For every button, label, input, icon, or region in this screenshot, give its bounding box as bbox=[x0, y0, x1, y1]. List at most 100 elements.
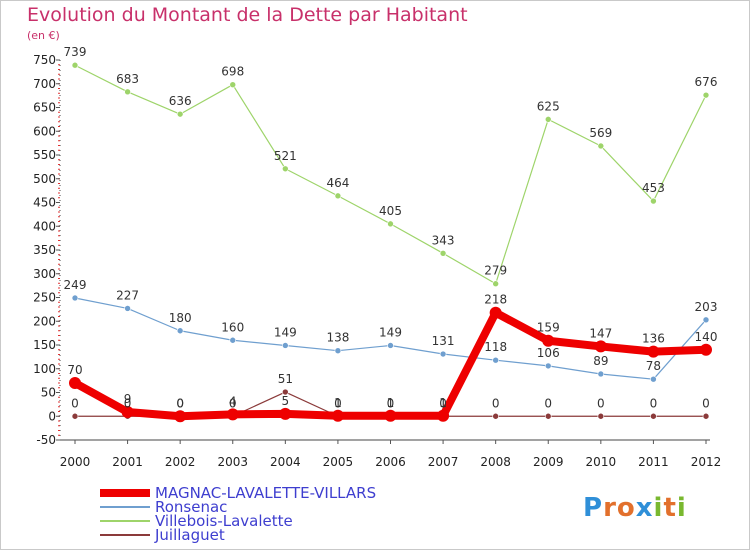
data-label: 180 bbox=[169, 311, 192, 325]
data-label: 9 bbox=[124, 392, 132, 406]
data-label: 0 bbox=[597, 396, 605, 410]
data-label: 160 bbox=[221, 320, 244, 334]
y-tick-label: 450 bbox=[33, 196, 56, 210]
data-point bbox=[439, 250, 447, 257]
x-tick-label: 2002 bbox=[165, 455, 196, 469]
y-tick-label: 200 bbox=[33, 314, 56, 328]
y-tick-label: 300 bbox=[33, 267, 56, 281]
data-label: 106 bbox=[537, 346, 560, 360]
data-label: 51 bbox=[278, 372, 293, 386]
data-point bbox=[387, 220, 394, 228]
data-label: 0 bbox=[702, 396, 710, 410]
data-label: 70 bbox=[67, 363, 82, 377]
y-tick-label: 500 bbox=[33, 172, 56, 186]
y-tick-label: 750 bbox=[33, 53, 56, 67]
data-label: 405 bbox=[379, 204, 402, 218]
data-label: 149 bbox=[274, 325, 297, 339]
data-point bbox=[229, 336, 237, 344]
data-point bbox=[702, 412, 710, 420]
data-point bbox=[229, 81, 237, 88]
data-label: 147 bbox=[589, 326, 612, 340]
data-label: 0 bbox=[71, 396, 79, 410]
data-point bbox=[597, 142, 605, 150]
data-label: 136 bbox=[642, 332, 665, 346]
logo-letter: P bbox=[583, 493, 604, 523]
data-label: 149 bbox=[379, 325, 402, 339]
logo-letter: o bbox=[616, 493, 636, 523]
data-point bbox=[650, 412, 657, 420]
data-label: 569 bbox=[589, 126, 612, 140]
data-point bbox=[439, 350, 447, 358]
data-point bbox=[121, 405, 134, 418]
data-point bbox=[700, 343, 712, 356]
logo-letter: x bbox=[635, 493, 654, 523]
data-label: 0 bbox=[124, 396, 132, 410]
data-label: 1 bbox=[387, 396, 395, 410]
series-layer bbox=[69, 61, 712, 423]
y-unit-label: (en €) bbox=[27, 29, 60, 42]
data-label: 218 bbox=[484, 293, 507, 307]
data-label: 0 bbox=[176, 396, 184, 410]
data-point bbox=[279, 407, 292, 420]
logo-letter: r bbox=[603, 493, 617, 523]
axes: -500501001502002503003504004505005506006… bbox=[33, 53, 721, 469]
data-label: 89 bbox=[593, 354, 608, 368]
data-label: 0 bbox=[650, 396, 658, 410]
data-point bbox=[437, 409, 450, 422]
data-label: 0 bbox=[439, 396, 447, 410]
data-label: 138 bbox=[326, 331, 349, 345]
legend-label: Juillaguet bbox=[154, 526, 225, 544]
data-label: 464 bbox=[326, 176, 349, 190]
data-point bbox=[544, 116, 552, 123]
data-label: 1 bbox=[334, 396, 342, 410]
data-point bbox=[334, 192, 342, 200]
data-label: 698 bbox=[221, 65, 244, 79]
x-tick-label: 2008 bbox=[480, 455, 511, 469]
data-point bbox=[176, 110, 184, 118]
y-tick-label: 150 bbox=[33, 338, 56, 352]
data-point bbox=[331, 409, 344, 422]
data-label: 203 bbox=[695, 300, 718, 314]
data-point bbox=[124, 88, 131, 96]
data-point bbox=[71, 61, 79, 69]
data-point bbox=[647, 345, 660, 358]
data-point bbox=[542, 334, 555, 347]
data-point bbox=[702, 91, 710, 99]
y-tick-label: -50 bbox=[36, 433, 56, 447]
chart-title: Evolution du Montant de la Dette par Hab… bbox=[27, 4, 468, 26]
legend-label: Ronsenac bbox=[155, 498, 227, 516]
y-tick-label: 100 bbox=[33, 362, 56, 376]
data-label: 140 bbox=[695, 330, 718, 344]
x-tick-label: 2003 bbox=[217, 455, 248, 469]
y-tick-label: 350 bbox=[33, 243, 56, 257]
data-label: 0 bbox=[334, 396, 342, 410]
data-point bbox=[71, 294, 79, 302]
logo-letter: t bbox=[663, 493, 677, 523]
x-tick-label: 2000 bbox=[60, 455, 91, 469]
data-label: 521 bbox=[274, 149, 297, 163]
data-point bbox=[282, 342, 289, 349]
data-label: 683 bbox=[116, 72, 139, 86]
data-point bbox=[124, 305, 131, 312]
data-point bbox=[282, 388, 289, 396]
data-label: 4 bbox=[229, 394, 237, 408]
y-tick-label: 400 bbox=[33, 219, 56, 233]
data-label: 249 bbox=[64, 278, 87, 292]
data-point bbox=[69, 377, 81, 389]
data-label: 118 bbox=[484, 340, 507, 354]
data-label: 343 bbox=[432, 233, 455, 247]
x-tick-label: 2010 bbox=[586, 455, 617, 469]
logo-letter: i bbox=[653, 493, 664, 523]
data-label: 625 bbox=[537, 99, 560, 113]
data-label: 636 bbox=[169, 94, 192, 108]
data-point bbox=[597, 412, 605, 420]
y-tick-label: 600 bbox=[33, 124, 56, 138]
data-point bbox=[334, 347, 342, 355]
data-label: 279 bbox=[484, 264, 507, 278]
logo-letter: i bbox=[676, 493, 687, 523]
data-label: 739 bbox=[64, 45, 87, 59]
data-point bbox=[597, 370, 605, 378]
data-label: 453 bbox=[642, 181, 665, 195]
data-point bbox=[650, 197, 657, 205]
data-label: 227 bbox=[116, 288, 139, 302]
